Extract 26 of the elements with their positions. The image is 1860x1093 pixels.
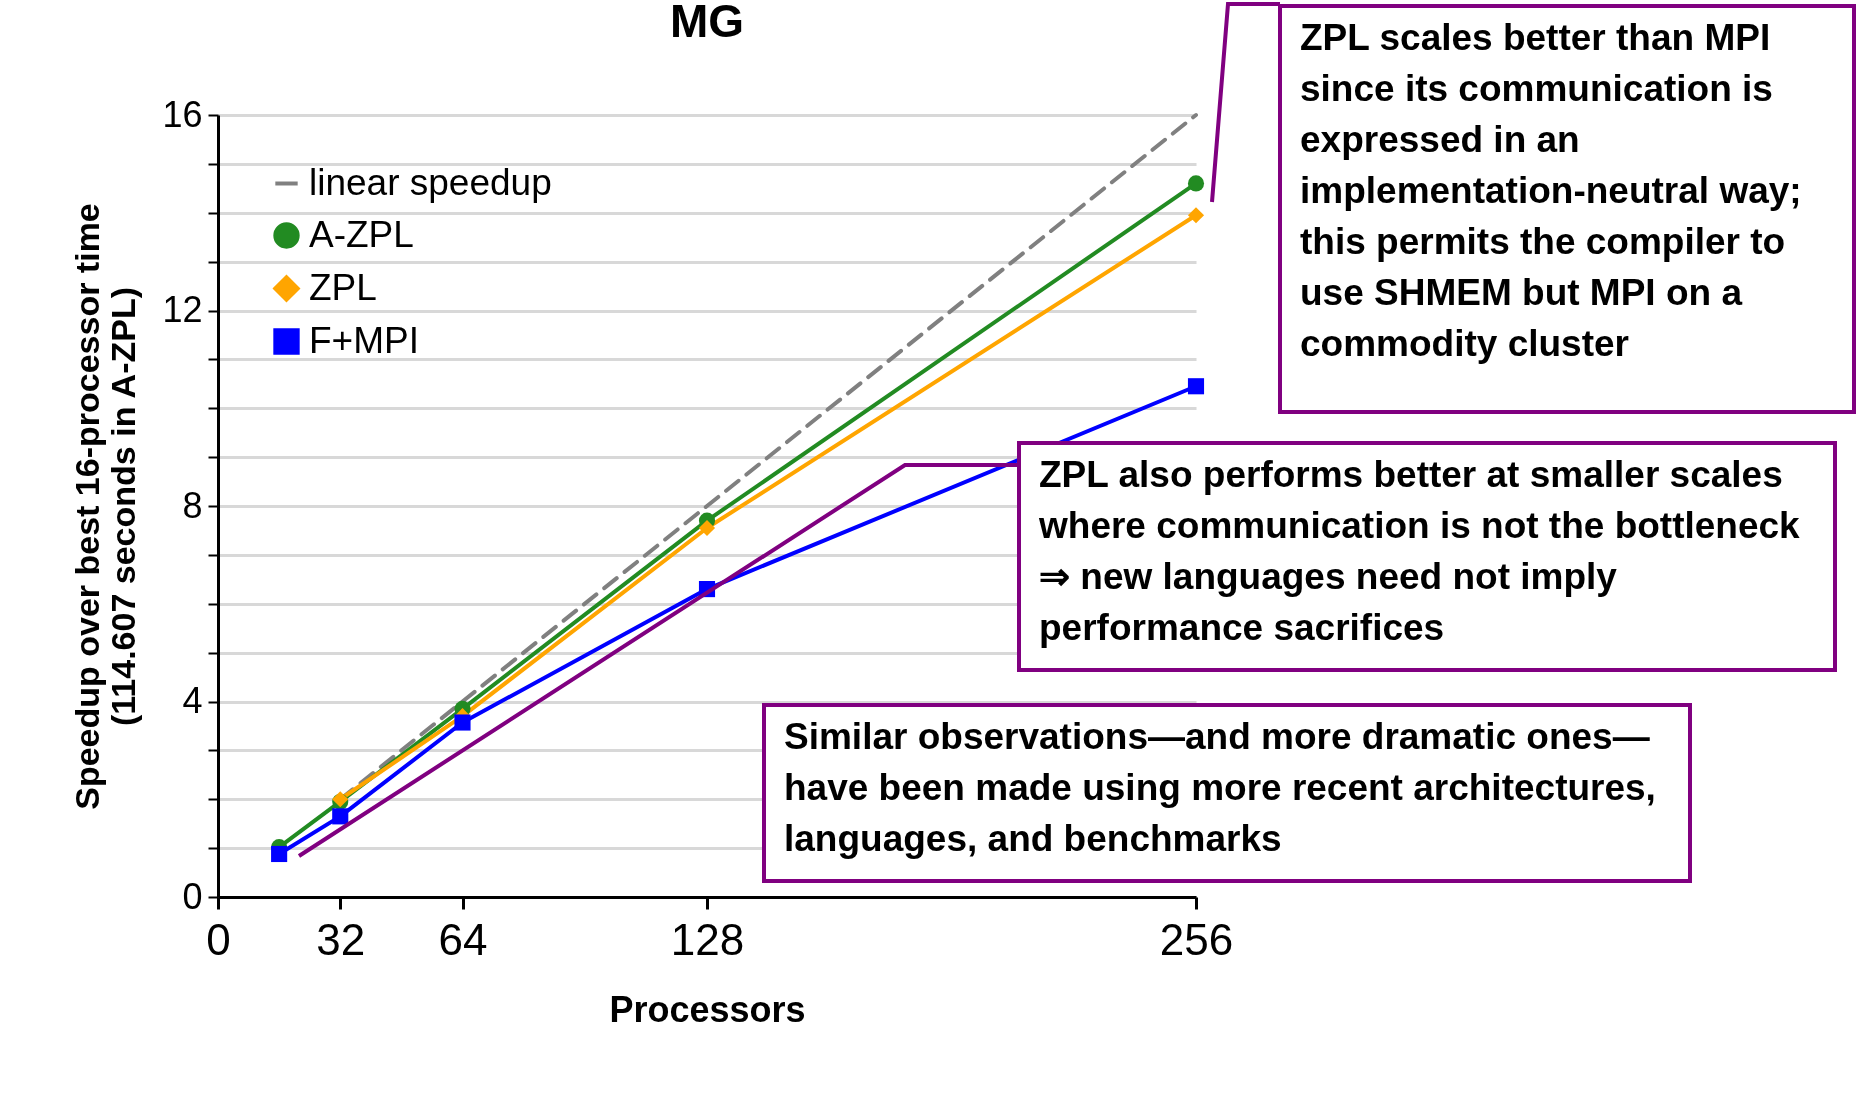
y-tick-label: 16 — [162, 93, 203, 135]
y-axis-title: Speedup over best 16-processor time (114.607 seconds in A-ZPL) — [68, 203, 143, 810]
point — [698, 519, 716, 537]
x-tick-label: 64 — [438, 914, 488, 964]
point — [454, 714, 471, 731]
annotation: Similar observations—and more dramatic ones—have been made using more recent architectures, languages, and benchmarks — [762, 703, 1692, 883]
legend-label: linear speedup — [309, 161, 552, 203]
y-tick-label: 8 — [182, 484, 203, 526]
text: ZPL scales better than MPI since its communication is expressed in an implementation-neutral way; this permits the compiler to use SHMEM but MPI on a commodity cluster — [1278, 4, 1856, 414]
x-tick-label: 32 — [316, 914, 366, 964]
point — [1187, 378, 1205, 395]
x-tick-label: 256 — [1159, 914, 1234, 964]
legend-label: ZPL — [309, 266, 377, 308]
annotation: ZPL also performs better at smaller scales where communication is not the bottleneck ⇒ new languages need not imply performance sacrifices — [1017, 441, 1837, 672]
y-tick-label: 0 — [182, 875, 203, 917]
legend-label: A-ZPL — [309, 213, 414, 255]
point — [332, 808, 349, 825]
y-tick-label: 12 — [162, 289, 203, 330]
point — [271, 845, 288, 863]
y-tick-label: 4 — [182, 680, 203, 721]
legend-label: F+MPI — [309, 319, 419, 361]
x-tick-label: 128 — [670, 914, 745, 964]
point — [1187, 175, 1205, 192]
point — [1187, 207, 1205, 224]
x-axis-title: Processors — [609, 988, 806, 1030]
chart-title: MG — [669, 0, 745, 47]
